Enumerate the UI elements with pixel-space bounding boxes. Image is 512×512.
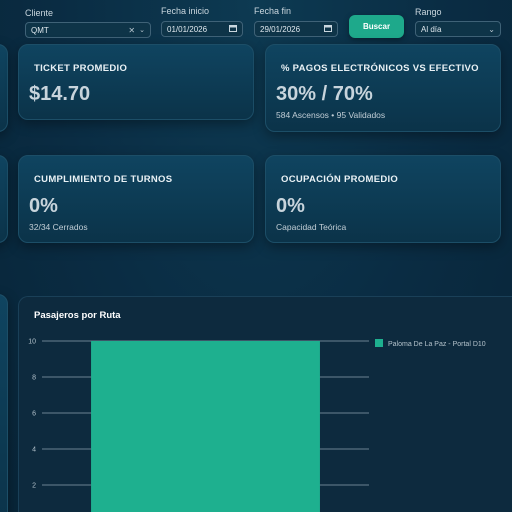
y-tick-label: 4: [32, 447, 36, 454]
rango-label: Rango: [415, 7, 442, 17]
calendar-icon[interactable]: [324, 24, 332, 34]
legend-swatch: [375, 339, 383, 347]
kpi-title: % PAGOS ELECTRÓNICOS VS EFECTIVO: [281, 63, 479, 74]
fecha-fin-label: Fecha fin: [254, 6, 292, 16]
kpi-card-turnos: CUMPLIMIENTO DE TURNOS 0% 32/34 Cerrados: [18, 155, 254, 243]
kpi-card-ticket: TICKET PROMEDIO $14.70: [18, 44, 254, 120]
filter-bar: Cliente QMT ✕ ⌄ Fecha inicio 01/01/2026 …: [0, 0, 512, 44]
kpi-subtitle: Capacidad Teórica: [276, 222, 347, 232]
y-tick-label: 10: [28, 339, 36, 346]
chart-card: Pasajeros por Ruta 2 4 6 8 10 Paloma De La Pa…: [18, 296, 512, 512]
fecha-fin-input[interactable]: 29/01/2026: [254, 21, 338, 37]
chevron-down-icon[interactable]: ⌄: [139, 27, 145, 34]
fecha-fin-value: 29/01/2026: [260, 24, 301, 34]
y-tick-label: 6: [32, 411, 36, 418]
chevron-down-icon[interactable]: ⌄: [488, 24, 495, 34]
kpi-title: CUMPLIMIENTO DE TURNOS: [34, 174, 173, 185]
bar: [91, 341, 320, 512]
rango-value: Al día: [421, 24, 442, 34]
kpi-title: OCUPACIÓN PROMEDIO: [281, 174, 399, 185]
chart-card-partial: [0, 294, 8, 512]
fecha-inicio-value: 01/01/2026: [167, 24, 208, 34]
kpi-title: TICKET PROMEDIO: [34, 63, 128, 74]
kpi-card-partial: [0, 155, 8, 243]
fecha-inicio-label: Fecha inicio: [161, 6, 210, 16]
buscar-button[interactable]: Buscar: [349, 15, 404, 38]
cliente-label: Cliente: [25, 8, 54, 18]
y-tick-label: 8: [32, 375, 36, 382]
chart-title: Pasajeros por Ruta: [34, 310, 121, 321]
kpi-card-ocupacion: OCUPACIÓN PROMEDIO 0% Capacidad Teórica: [265, 155, 501, 243]
fecha-inicio-input[interactable]: 01/01/2026: [161, 21, 243, 37]
cliente-select[interactable]: QMT ✕ ⌄: [25, 22, 151, 38]
kpi-value: 30% / 70%: [276, 83, 373, 105]
calendar-icon[interactable]: [229, 24, 237, 34]
rango-select[interactable]: Al día ⌄: [415, 21, 501, 37]
kpi-value: 0%: [29, 195, 58, 217]
legend-label: Paloma De La Paz - Portal D10: [388, 341, 486, 348]
bar-chart: 2 4 6 8 10 Paloma De La Paz - Portal D10: [28, 339, 486, 512]
kpi-value: 0%: [276, 195, 305, 217]
y-tick-label: 2: [32, 483, 36, 490]
kpi-value: $14.70: [29, 83, 91, 105]
kpi-subtitle: 32/34 Cerrados: [29, 222, 88, 232]
kpi-card-partial: [0, 44, 8, 132]
kpi-card-pagos: % PAGOS ELECTRÓNICOS VS EFECTIVO 30% / 7…: [265, 44, 501, 132]
kpi-subtitle: 584 Ascensos • 95 Validados: [276, 110, 386, 120]
clear-icon[interactable]: ✕: [128, 25, 136, 35]
cliente-value: QMT: [31, 25, 49, 35]
